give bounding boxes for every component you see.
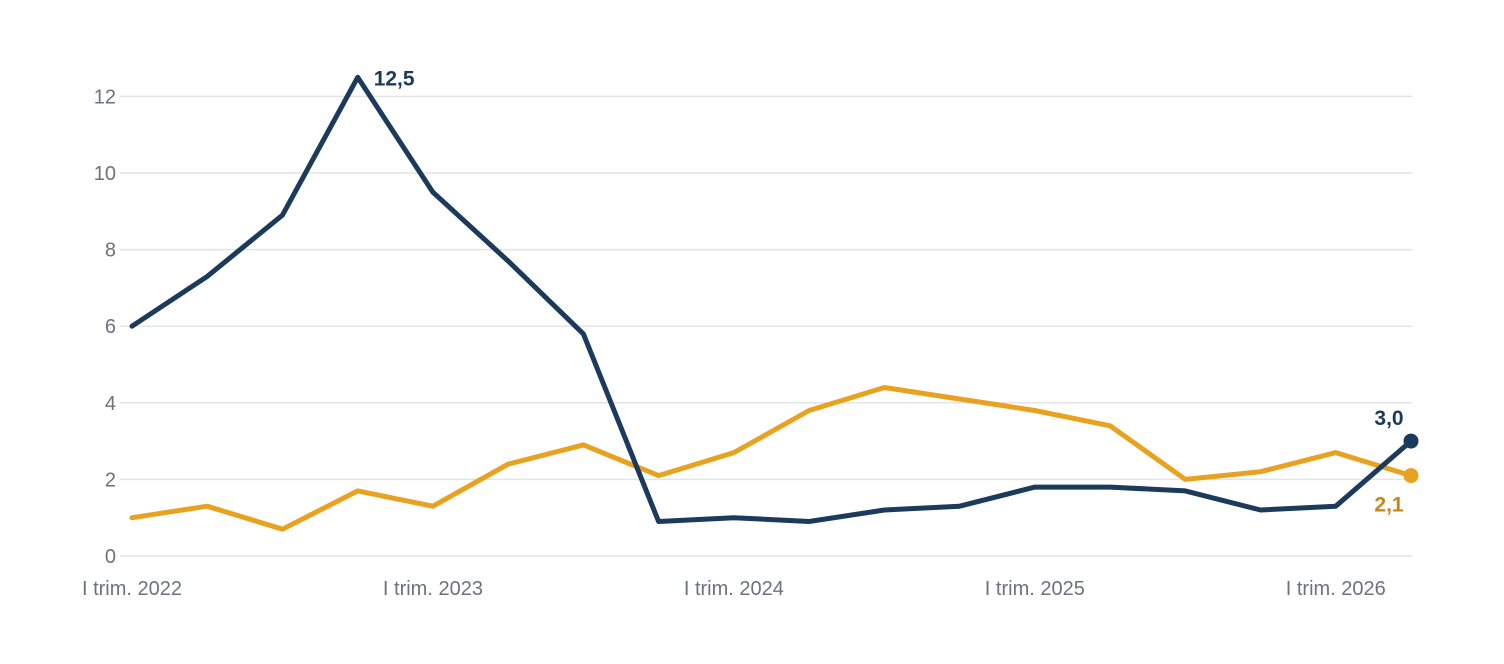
y-tick-label: 4 <box>105 393 116 415</box>
y-tick-label: 0 <box>105 546 116 568</box>
y-tick-label: 10 <box>94 163 116 185</box>
series-group <box>129 74 1419 532</box>
y-tick-label: 6 <box>105 316 116 338</box>
x-tick-label: I trim. 2022 <box>82 578 182 600</box>
data-label-0-1: 3,0 <box>1374 407 1403 430</box>
series-end-marker-1 <box>1403 468 1419 484</box>
y-tick-label: 8 <box>105 240 116 262</box>
x-tick-label: I trim. 2024 <box>684 578 784 600</box>
y-tick-label: 2 <box>105 469 116 491</box>
series-line-1 <box>129 385 1414 532</box>
x-tick-label: I trim. 2025 <box>985 578 1085 600</box>
data-label-1-0: 2,1 <box>1374 494 1404 517</box>
x-axis-ticks: I trim. 2022 I trim. 2023 I trim. 2024 I tr… <box>82 578 1386 600</box>
gridlines <box>120 95 1412 557</box>
series-end-marker-0 <box>1403 433 1419 449</box>
data-labels: 12,5 3,0 2,1 <box>374 67 1404 516</box>
data-label-0-0: 12,5 <box>374 67 415 90</box>
series-line-0 <box>129 74 1414 524</box>
x-tick-label: I trim. 2023 <box>383 578 483 600</box>
x-tick-label: I trim. 2026 <box>1286 578 1386 600</box>
y-tick-label: 12 <box>94 86 116 108</box>
y-axis-ticks: 0 2 4 6 8 10 12 <box>94 86 116 568</box>
